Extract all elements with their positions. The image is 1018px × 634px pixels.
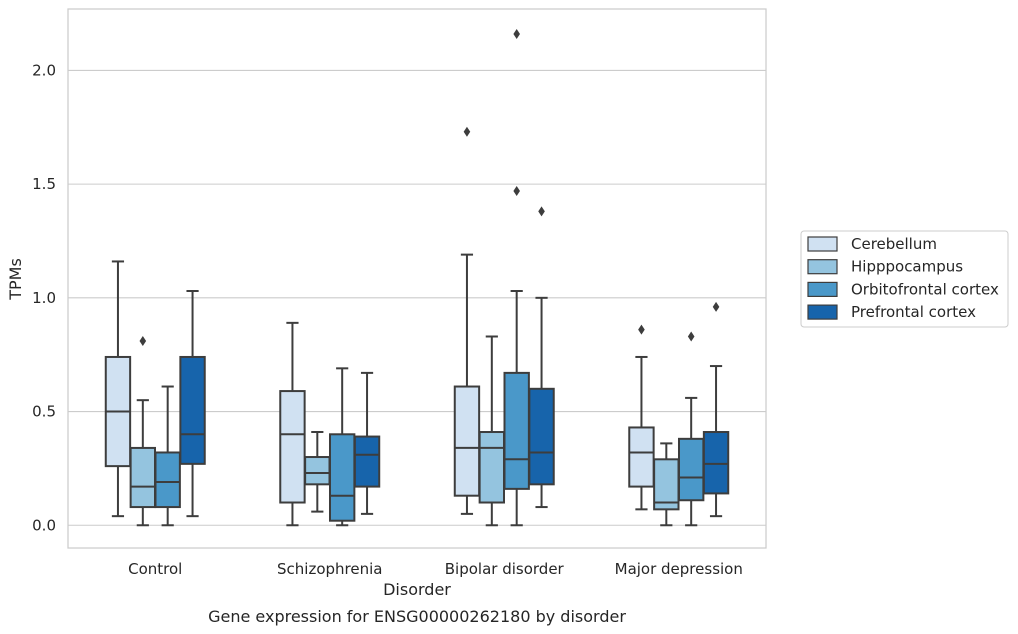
x-tick-label: Major depression (615, 560, 743, 578)
y-tick-label: 0.0 (32, 516, 56, 534)
box-prefrontal-cortex (528, 206, 555, 509)
box-prefrontal-cortex (179, 290, 206, 518)
y-tick-label: 1.5 (32, 175, 56, 193)
box-iqr (304, 456, 331, 486)
x-axis-label: Disorder (383, 580, 451, 599)
y-axis-label: TPMs (6, 258, 25, 301)
legend-swatch (807, 259, 838, 275)
box-orbitofrontal-cortex (677, 331, 705, 527)
x-tick-label: Bipolar disorder (445, 560, 565, 578)
legend-swatch (807, 281, 838, 297)
box-iqr (353, 435, 381, 488)
box-iqr (503, 371, 530, 490)
outlier-marker (139, 336, 147, 347)
outlier-marker (687, 331, 695, 342)
box-hipppocampus (129, 336, 157, 527)
outlier-marker (463, 126, 471, 137)
box-iqr (279, 390, 306, 504)
box-cerebellum (279, 321, 306, 527)
box-prefrontal-cortex (702, 301, 730, 518)
box-iqr (677, 437, 705, 502)
box-iqr (478, 431, 506, 504)
y-tick-label: 2.0 (32, 61, 56, 79)
legend-swatch (807, 304, 838, 320)
outlier-marker (638, 324, 645, 335)
box-cerebellum (104, 260, 132, 518)
box-iqr (702, 431, 730, 495)
box-hipppocampus (304, 431, 331, 513)
legend-label: Hipppocampus (851, 258, 963, 276)
box-iqr (628, 426, 655, 488)
box-orbitofrontal-cortex (154, 385, 181, 527)
y-tick-label: 0.5 (32, 403, 56, 421)
box-iqr (653, 458, 680, 511)
legend-swatch (807, 236, 838, 252)
box-orbitofrontal-cortex (503, 29, 530, 527)
legend-label: Cerebellum (851, 235, 937, 253)
outlier-marker (513, 29, 520, 40)
box-prefrontal-cortex (353, 371, 381, 515)
legend-label: Prefrontal cortex (851, 303, 976, 321)
box-iqr (453, 385, 481, 497)
box-cerebellum (628, 324, 655, 511)
legend-frame (800, 230, 1009, 328)
x-axis-ticks: Control Schizophrenia Bipolar disorder Majo… (128, 560, 743, 578)
x-tick-label: Control (128, 560, 182, 578)
legend: Cerebellum Hipppocampus Orbitofrontal cort… (800, 230, 1009, 328)
box-hipppocampus (653, 442, 680, 527)
box-cerebellum (453, 126, 481, 515)
boxes (104, 29, 730, 527)
y-axis-ticks: 0.0 0.5 1.0 1.5 2.0 (32, 61, 56, 534)
outlier-marker (513, 185, 520, 196)
box-iqr (179, 355, 206, 465)
box-iqr (129, 446, 157, 509)
legend-label: Orbitofrontal cortex (851, 280, 999, 298)
chart-caption: Gene expression for ENSG00000262180 by d… (208, 607, 626, 626)
x-tick-label: Schizophrenia (277, 560, 382, 578)
plot-area-frame (67, 8, 767, 549)
outlier-marker (538, 206, 545, 217)
box-iqr (328, 433, 356, 522)
outlier-marker (712, 301, 720, 312)
box-hipppocampus (478, 335, 506, 527)
box-iqr (154, 451, 181, 509)
box-iqr (528, 387, 555, 486)
box-orbitofrontal-cortex (328, 367, 356, 527)
y-tick-label: 1.0 (32, 289, 56, 307)
